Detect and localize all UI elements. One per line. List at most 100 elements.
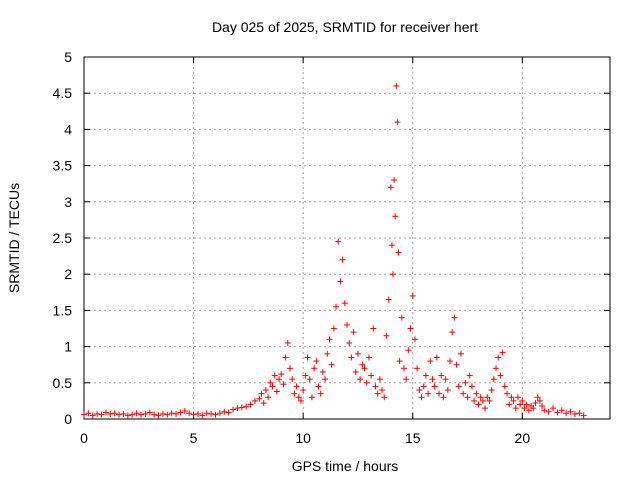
data-point bbox=[164, 411, 171, 418]
data-point bbox=[208, 410, 215, 417]
data-point bbox=[512, 405, 519, 412]
data-point bbox=[341, 300, 348, 307]
data-point bbox=[418, 394, 425, 401]
data-point bbox=[203, 410, 210, 417]
data-point bbox=[350, 329, 357, 336]
data-point bbox=[322, 376, 329, 383]
data-point bbox=[393, 82, 400, 89]
data-point bbox=[359, 361, 366, 368]
data-point bbox=[304, 354, 311, 361]
data-point bbox=[501, 383, 508, 390]
data-point bbox=[468, 383, 475, 390]
data-point bbox=[431, 383, 438, 390]
data-point bbox=[354, 350, 361, 357]
data-point bbox=[300, 387, 307, 394]
data-point bbox=[473, 390, 480, 397]
data-point bbox=[530, 405, 537, 412]
y-tick-label: 0 bbox=[64, 411, 72, 427]
data-point bbox=[333, 303, 340, 310]
y-tick-label: 0.5 bbox=[53, 375, 73, 391]
data-point bbox=[438, 372, 445, 379]
data-point bbox=[337, 278, 344, 285]
data-point bbox=[297, 397, 304, 404]
data-point bbox=[194, 410, 201, 417]
axis-ticks bbox=[83, 56, 610, 420]
data-point bbox=[567, 408, 574, 415]
data-point bbox=[503, 390, 510, 397]
data-point bbox=[493, 365, 500, 372]
y-tick-label: 1 bbox=[64, 339, 72, 355]
data-point bbox=[390, 271, 397, 278]
data-point bbox=[81, 411, 87, 418]
data-point bbox=[278, 371, 285, 378]
data-point bbox=[521, 405, 528, 412]
data-point bbox=[554, 409, 561, 416]
data-point bbox=[479, 397, 486, 404]
data-point bbox=[391, 177, 398, 184]
data-point bbox=[89, 412, 96, 419]
data-point bbox=[495, 354, 502, 361]
data-point bbox=[407, 325, 414, 332]
data-point bbox=[155, 412, 162, 419]
y-tick-labels: 0 0.5 1 1.5 2 2.5 3 3.5 4 4.5 5 bbox=[53, 49, 73, 427]
data-point bbox=[379, 387, 386, 394]
data-point bbox=[488, 387, 495, 394]
data-point bbox=[484, 394, 491, 401]
data-point bbox=[258, 390, 265, 397]
data-point bbox=[98, 411, 105, 418]
data-point bbox=[311, 365, 318, 372]
data-point bbox=[534, 394, 541, 401]
data-point bbox=[361, 365, 368, 372]
data-point bbox=[558, 407, 565, 414]
data-point bbox=[429, 376, 436, 383]
data-point bbox=[324, 350, 331, 357]
data-point bbox=[269, 383, 276, 390]
data-points bbox=[81, 82, 587, 419]
data-point bbox=[453, 361, 460, 368]
data-point bbox=[94, 410, 101, 417]
data-point bbox=[276, 376, 283, 383]
data-point bbox=[517, 401, 524, 408]
data-point bbox=[313, 358, 320, 365]
data-point bbox=[427, 358, 434, 365]
data-point bbox=[440, 394, 447, 401]
data-point bbox=[395, 249, 402, 256]
data-point bbox=[267, 379, 274, 386]
data-point bbox=[216, 410, 223, 417]
data-point bbox=[510, 397, 517, 404]
data-point bbox=[280, 381, 287, 388]
data-point bbox=[396, 358, 403, 365]
data-point bbox=[383, 332, 390, 339]
data-point bbox=[352, 368, 359, 375]
data-point bbox=[287, 365, 294, 372]
data-point bbox=[506, 401, 513, 408]
data-point bbox=[306, 376, 313, 383]
data-point bbox=[411, 336, 418, 343]
data-point bbox=[271, 372, 278, 379]
y-axis-title: SRMTID / TECUs bbox=[6, 183, 22, 293]
data-point bbox=[460, 390, 467, 397]
data-point bbox=[475, 401, 482, 408]
x-tick-label: 0 bbox=[80, 430, 88, 446]
data-point bbox=[482, 405, 489, 412]
data-point bbox=[317, 390, 324, 397]
data-point bbox=[111, 410, 118, 417]
data-point bbox=[256, 395, 263, 402]
plot-frame bbox=[83, 56, 611, 420]
data-point bbox=[133, 410, 140, 417]
data-point bbox=[295, 394, 302, 401]
y-tick-label: 4.5 bbox=[53, 85, 73, 101]
data-point bbox=[293, 383, 300, 390]
data-point bbox=[381, 394, 388, 401]
data-point bbox=[247, 401, 254, 408]
data-point bbox=[238, 404, 245, 411]
data-point bbox=[365, 354, 372, 361]
data-point bbox=[186, 410, 193, 417]
x-tick-label: 20 bbox=[515, 430, 531, 446]
data-point bbox=[151, 411, 158, 418]
data-point bbox=[455, 383, 462, 390]
data-point bbox=[137, 411, 144, 418]
data-point bbox=[525, 407, 532, 414]
data-point bbox=[576, 410, 583, 417]
data-point bbox=[372, 383, 379, 390]
